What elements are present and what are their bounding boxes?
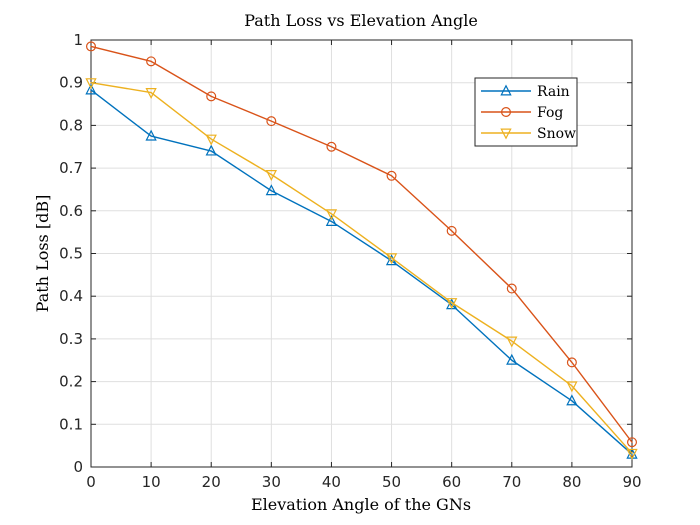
data-point-snow	[506, 336, 518, 348]
data-point-snow	[385, 253, 398, 265]
data-point-fog	[326, 141, 337, 152]
data-point-fog	[626, 437, 637, 448]
data-point-rain	[325, 214, 338, 226]
x-tick-label: 30	[262, 473, 281, 491]
data-point-fog	[206, 91, 217, 102]
y-tick-label: 0.5	[59, 245, 83, 263]
data-point-fog	[146, 56, 157, 67]
series-line-snow	[90, 81, 633, 455]
data-point-fog	[386, 170, 397, 181]
data-point-rain	[145, 129, 157, 141]
data-point-rain	[205, 144, 217, 156]
data-point-snow	[205, 134, 217, 146]
legend-marker-rain	[500, 84, 512, 96]
data-point-rain	[85, 83, 97, 95]
y-tick-label: 0.7	[59, 159, 83, 177]
series-line-rain	[90, 89, 633, 455]
x-tick-label: 40	[322, 473, 341, 491]
legend: Rain Fog Snow	[474, 77, 578, 147]
y-tick-label: 0.8	[59, 116, 83, 134]
y-tick-label: 0.3	[59, 330, 83, 348]
data-point-fog	[266, 116, 277, 127]
legend-label-snow: Snow	[537, 126, 576, 142]
axes	[90, 39, 633, 468]
series-lines	[85, 41, 638, 460]
data-point-snow	[566, 381, 578, 393]
y-tick-label: 0.9	[59, 74, 83, 92]
series-line-fog	[90, 45, 633, 443]
series-snow	[85, 78, 638, 460]
legend-label-fog: Fog	[537, 105, 563, 121]
grid-lines	[90, 39, 633, 468]
x-tick-label: 50	[382, 473, 401, 491]
tick-labels: 0 10 20 30 40 50 60 70 80 90 0 0.1 0.2 0.3 0.4 0.5 0.6 0.…	[59, 31, 641, 491]
data-point-snow	[145, 88, 157, 100]
data-point-fog	[566, 357, 577, 368]
data-point-snow	[626, 448, 638, 460]
x-tick-label: 80	[562, 473, 581, 491]
data-point-snow	[325, 209, 338, 221]
x-axis-label: Elevation Angle of the GNs	[251, 495, 471, 514]
x-tick-label: 0	[86, 473, 96, 491]
series-fog	[85, 41, 637, 448]
data-point-fog	[85, 41, 96, 52]
y-tick-label: 1	[73, 31, 83, 49]
legend-label-rain: Rain	[537, 84, 570, 100]
y-tick-label: 0.6	[59, 202, 83, 220]
data-point-fog	[506, 283, 517, 294]
data-point-rain	[265, 184, 277, 196]
x-tick-label: 90	[622, 473, 641, 491]
y-tick-label: 0.1	[59, 415, 83, 433]
data-point-rain	[506, 353, 518, 365]
x-tick-label: 20	[202, 473, 221, 491]
x-tick-label: 10	[142, 473, 161, 491]
x-tick-label: 70	[502, 473, 521, 491]
chart-title: Path Loss vs Elevation Angle	[244, 11, 478, 30]
legend-marker-snow	[500, 128, 512, 140]
y-tick-label: 0.2	[59, 373, 83, 391]
data-point-fog	[446, 225, 457, 236]
data-point-rain	[566, 394, 578, 406]
y-tick-label: 0.4	[59, 287, 83, 305]
y-tick-label: 0	[73, 458, 83, 476]
x-tick-label: 60	[442, 473, 461, 491]
data-point-snow	[85, 78, 97, 90]
legend-marker-fog	[501, 106, 512, 117]
data-point-snow	[446, 298, 458, 310]
data-point-snow	[265, 170, 277, 182]
y-axis-label: Path Loss [dB]	[33, 195, 52, 313]
